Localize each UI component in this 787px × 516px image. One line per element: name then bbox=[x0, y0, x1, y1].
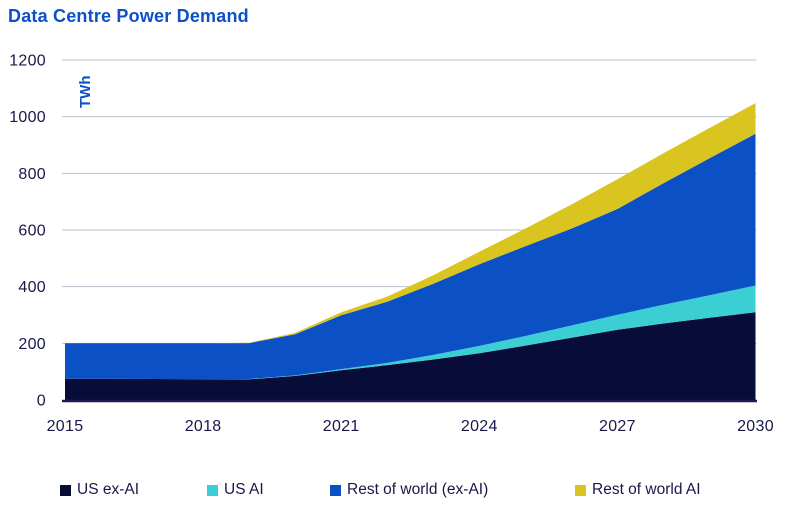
x-tick-label: 2021 bbox=[323, 418, 360, 435]
y-tick-label: 200 bbox=[18, 336, 46, 353]
y-axis-label: TWh bbox=[77, 76, 94, 108]
area-series-0 bbox=[65, 312, 756, 400]
legend-swatch-row-ex-ai bbox=[330, 484, 341, 496]
legend-swatch-us-ex-ai bbox=[60, 484, 71, 496]
chart-legend: US ex-AI US AI Rest of world (ex-AI) Res… bbox=[0, 481, 787, 505]
legend-item-row-ex-ai: Rest of world (ex-AI) bbox=[330, 481, 488, 499]
legend-swatch-us-ai bbox=[207, 484, 218, 496]
legend-item-us-ex-ai: US ex-AI bbox=[60, 481, 139, 499]
x-tick-label: 2024 bbox=[461, 418, 498, 435]
x-tick-label: 2015 bbox=[47, 418, 84, 435]
y-tick-label: 1000 bbox=[9, 109, 46, 126]
legend-item-row-ai: Rest of world AI bbox=[575, 481, 701, 499]
chart-title: Data Centre Power Demand bbox=[8, 6, 249, 26]
legend-label-row-ai: Rest of world AI bbox=[592, 481, 701, 498]
area-chart: 0 200 400 600 800 1000 1200 2015 2018 2021 2024 202… bbox=[9, 53, 774, 436]
legend-item-us-ai: US AI bbox=[207, 481, 264, 499]
x-tick-label: 2030 bbox=[737, 418, 774, 435]
legend-swatch-row-ai bbox=[575, 484, 586, 496]
y-tick-label: 400 bbox=[18, 279, 46, 296]
legend-label-us-ex-ai: US ex-AI bbox=[77, 481, 140, 498]
y-tick-label: 800 bbox=[18, 166, 46, 183]
area-series-1 bbox=[65, 285, 756, 380]
y-tick-label: 0 bbox=[37, 393, 46, 410]
legend-label-us-ai: US AI bbox=[224, 481, 264, 498]
y-tick-label: 1200 bbox=[9, 53, 46, 70]
legend-label-row-ex-ai: Rest of world (ex-AI) bbox=[347, 481, 489, 498]
y-tick-label: 600 bbox=[18, 223, 46, 240]
x-tick-label: 2018 bbox=[185, 418, 222, 435]
x-tick-label: 2027 bbox=[599, 418, 636, 435]
area-series-2 bbox=[65, 133, 756, 380]
